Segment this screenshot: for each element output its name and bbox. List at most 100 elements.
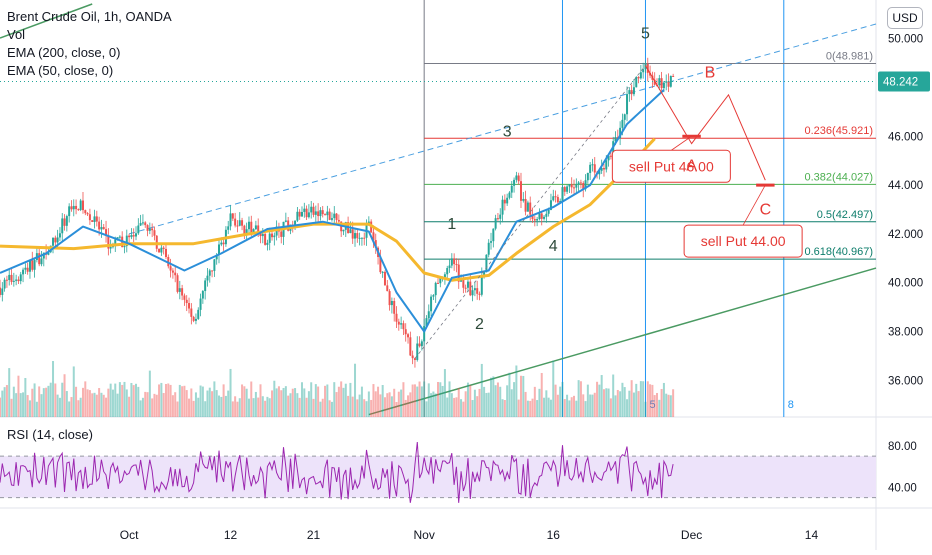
price-tick-label: 38.000	[888, 327, 923, 339]
rsi-tick-label: 80.00	[888, 441, 917, 453]
candle-body	[84, 210, 87, 214]
volume-bar	[141, 397, 144, 417]
candle-body	[508, 192, 511, 198]
support-trend-line	[368, 267, 877, 416]
volume-bar	[185, 390, 188, 417]
candle-body	[213, 259, 216, 271]
volume-bar	[81, 387, 84, 417]
volume-bar	[427, 383, 430, 417]
candle-body	[342, 229, 345, 232]
target-callout-box	[611, 149, 731, 183]
volume-bar	[543, 397, 546, 417]
candle-body	[58, 233, 61, 238]
fib-level-label: 0.236(45.921)	[805, 125, 874, 137]
volume-bar	[224, 395, 227, 417]
volume-bar	[573, 395, 576, 417]
volume-bar	[192, 400, 195, 417]
candle-body	[356, 233, 359, 239]
volume-bar	[234, 396, 237, 417]
candle-body	[12, 280, 15, 282]
candle-body	[529, 202, 532, 215]
volume-bar	[432, 391, 435, 417]
volume-bar	[365, 401, 368, 417]
candle-body	[241, 220, 244, 226]
volume-bar	[593, 392, 596, 417]
volume-bar	[420, 386, 423, 417]
candle-body	[47, 252, 50, 255]
symbol-title[interactable]: Brent Crude Oil, 1h, OANDA	[7, 9, 172, 24]
volume-bar	[575, 400, 578, 417]
volume-bar	[388, 392, 391, 417]
candle-body	[218, 244, 220, 255]
volume-bar	[176, 401, 179, 417]
volume-bar	[478, 388, 481, 417]
ema50-indicator-label[interactable]: EMA (50, close, 0)	[7, 63, 114, 78]
volume-bar	[665, 393, 668, 417]
volume-bar	[519, 375, 522, 417]
volume-bar	[47, 385, 50, 417]
candle-body	[326, 211, 329, 216]
candle-body	[612, 141, 615, 157]
volume-bar	[374, 391, 377, 417]
candle-body	[413, 358, 416, 360]
candle-body	[305, 208, 308, 218]
price-tick-label: 50.000	[888, 34, 923, 46]
currency-button[interactable]: USD	[887, 7, 923, 29]
volume-indicator-label[interactable]: Vol	[7, 27, 26, 42]
candle-body	[65, 216, 68, 226]
volume-bar	[360, 386, 363, 417]
date-tick-label: 21	[307, 528, 321, 542]
candle-body	[75, 205, 78, 210]
volume-bar	[317, 386, 320, 417]
rsi-indicator-label[interactable]: RSI (14, close)	[7, 427, 93, 442]
candle-body	[284, 220, 287, 222]
volume-bar	[215, 390, 218, 417]
candle-body	[579, 182, 582, 184]
candle-body	[139, 223, 142, 226]
candle-body	[561, 187, 564, 202]
volume-bar	[241, 384, 244, 417]
wave-label: A	[686, 157, 697, 174]
candle-body	[91, 220, 94, 222]
candle-body	[0, 287, 1, 295]
candle-body	[135, 233, 138, 237]
volume-bar	[517, 399, 520, 417]
candle-body	[174, 272, 177, 276]
candle-body	[619, 127, 622, 139]
volume-bar	[347, 395, 350, 417]
volume-bar	[409, 392, 412, 417]
volume-bar	[310, 382, 313, 417]
candle-body	[526, 202, 529, 212]
wave-label: 5	[641, 26, 650, 43]
volume-bar	[289, 393, 292, 417]
wave-label: 1	[447, 216, 456, 233]
candle-body	[148, 228, 151, 231]
candle-body	[499, 214, 502, 219]
volume-bar	[93, 392, 96, 417]
candle-body	[15, 279, 18, 281]
volume-bar	[22, 392, 25, 417]
candle-body	[271, 233, 274, 238]
ema200-indicator-label[interactable]: EMA (200, close, 0)	[7, 45, 121, 60]
volume-bar	[208, 387, 211, 417]
volume-bar	[229, 368, 232, 417]
volume-bar	[464, 391, 467, 417]
candle-body	[589, 164, 592, 173]
candle-body	[464, 287, 467, 289]
volume-bar	[556, 394, 559, 417]
candle-body	[192, 316, 195, 321]
volume-bar	[554, 384, 557, 417]
candle-body	[153, 230, 156, 236]
volume-bar	[561, 381, 564, 417]
candle-body	[374, 240, 377, 248]
volume-bar	[162, 393, 165, 417]
candle-body	[395, 313, 398, 322]
volume-bar	[151, 398, 154, 417]
candle-body	[266, 242, 269, 245]
volume-bar	[319, 401, 322, 417]
volume-bar	[508, 372, 511, 417]
volume-bar	[547, 397, 550, 417]
volume-bar	[473, 389, 476, 417]
